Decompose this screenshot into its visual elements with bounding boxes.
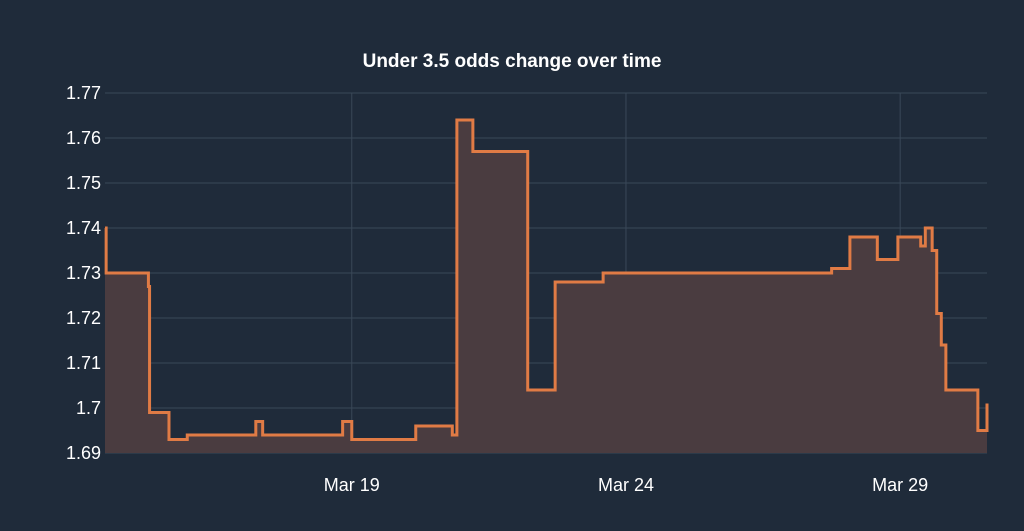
y-tick-label: 1.71 (66, 353, 101, 373)
y-tick-label: 1.76 (66, 128, 101, 148)
y-tick-label: 1.72 (66, 308, 101, 328)
x-tick-label: Mar 29 (872, 475, 928, 495)
x-axis: Mar 19 Mar 24 Mar 29 (324, 475, 928, 495)
y-tick-label: 1.74 (66, 218, 101, 238)
y-axis: 1.69 1.7 1.71 1.72 1.73 1.74 1.75 1.76 1.77 (66, 83, 101, 463)
y-tick-label: 1.7 (76, 398, 101, 418)
y-tick-label: 1.73 (66, 263, 101, 283)
x-tick-label: Mar 24 (598, 475, 654, 495)
odds-line (104, 118, 989, 441)
grid (105, 92, 987, 454)
y-tick-label: 1.75 (66, 173, 101, 193)
x-tick-label: Mar 19 (324, 475, 380, 495)
series-line (104, 118, 989, 441)
chart-title: Under 3.5 odds change over time (363, 51, 662, 72)
series-area (105, 120, 987, 453)
y-tick-label: 1.69 (66, 443, 101, 463)
area-fill (105, 120, 987, 453)
y-tick-label: 1.77 (66, 83, 101, 103)
